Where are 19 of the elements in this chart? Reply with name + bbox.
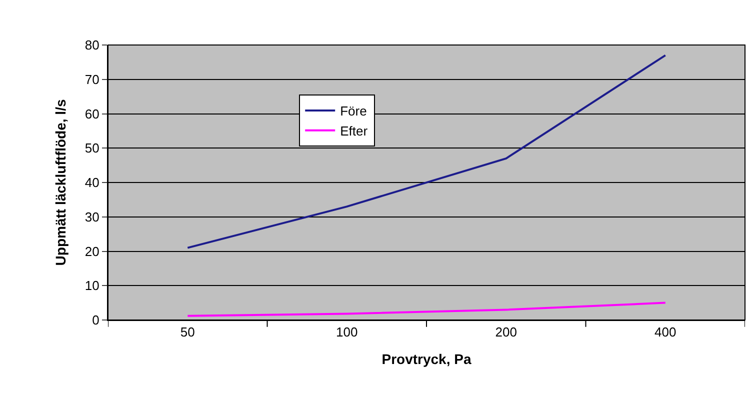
y-tick-label: 50 [84,140,100,156]
y-tick-label: 20 [84,244,100,259]
y-tick-label: 40 [84,175,100,190]
legend-label: Efter [340,123,368,138]
legend-label: Före [340,104,367,119]
y-tick-label: 10 [84,278,100,294]
y-tick-label: 80 [84,38,100,53]
x-tick-label: 50 [180,324,195,340]
x-tick-label: 200 [495,324,517,340]
x-tick-label: 400 [654,324,676,340]
y-tick-label: 30 [84,209,100,224]
x-axis-title: Provtryck, Pa [382,350,472,367]
y-tick-label: 70 [84,72,100,87]
y-tick-label: 0 [92,312,100,328]
y-tick-label: 60 [84,106,100,122]
line-series [186,302,666,317]
x-tick-label: 100 [336,324,358,340]
y-axis-title: Uppmätt läckluftflöde, l/s [52,99,69,266]
line-series [186,54,666,249]
